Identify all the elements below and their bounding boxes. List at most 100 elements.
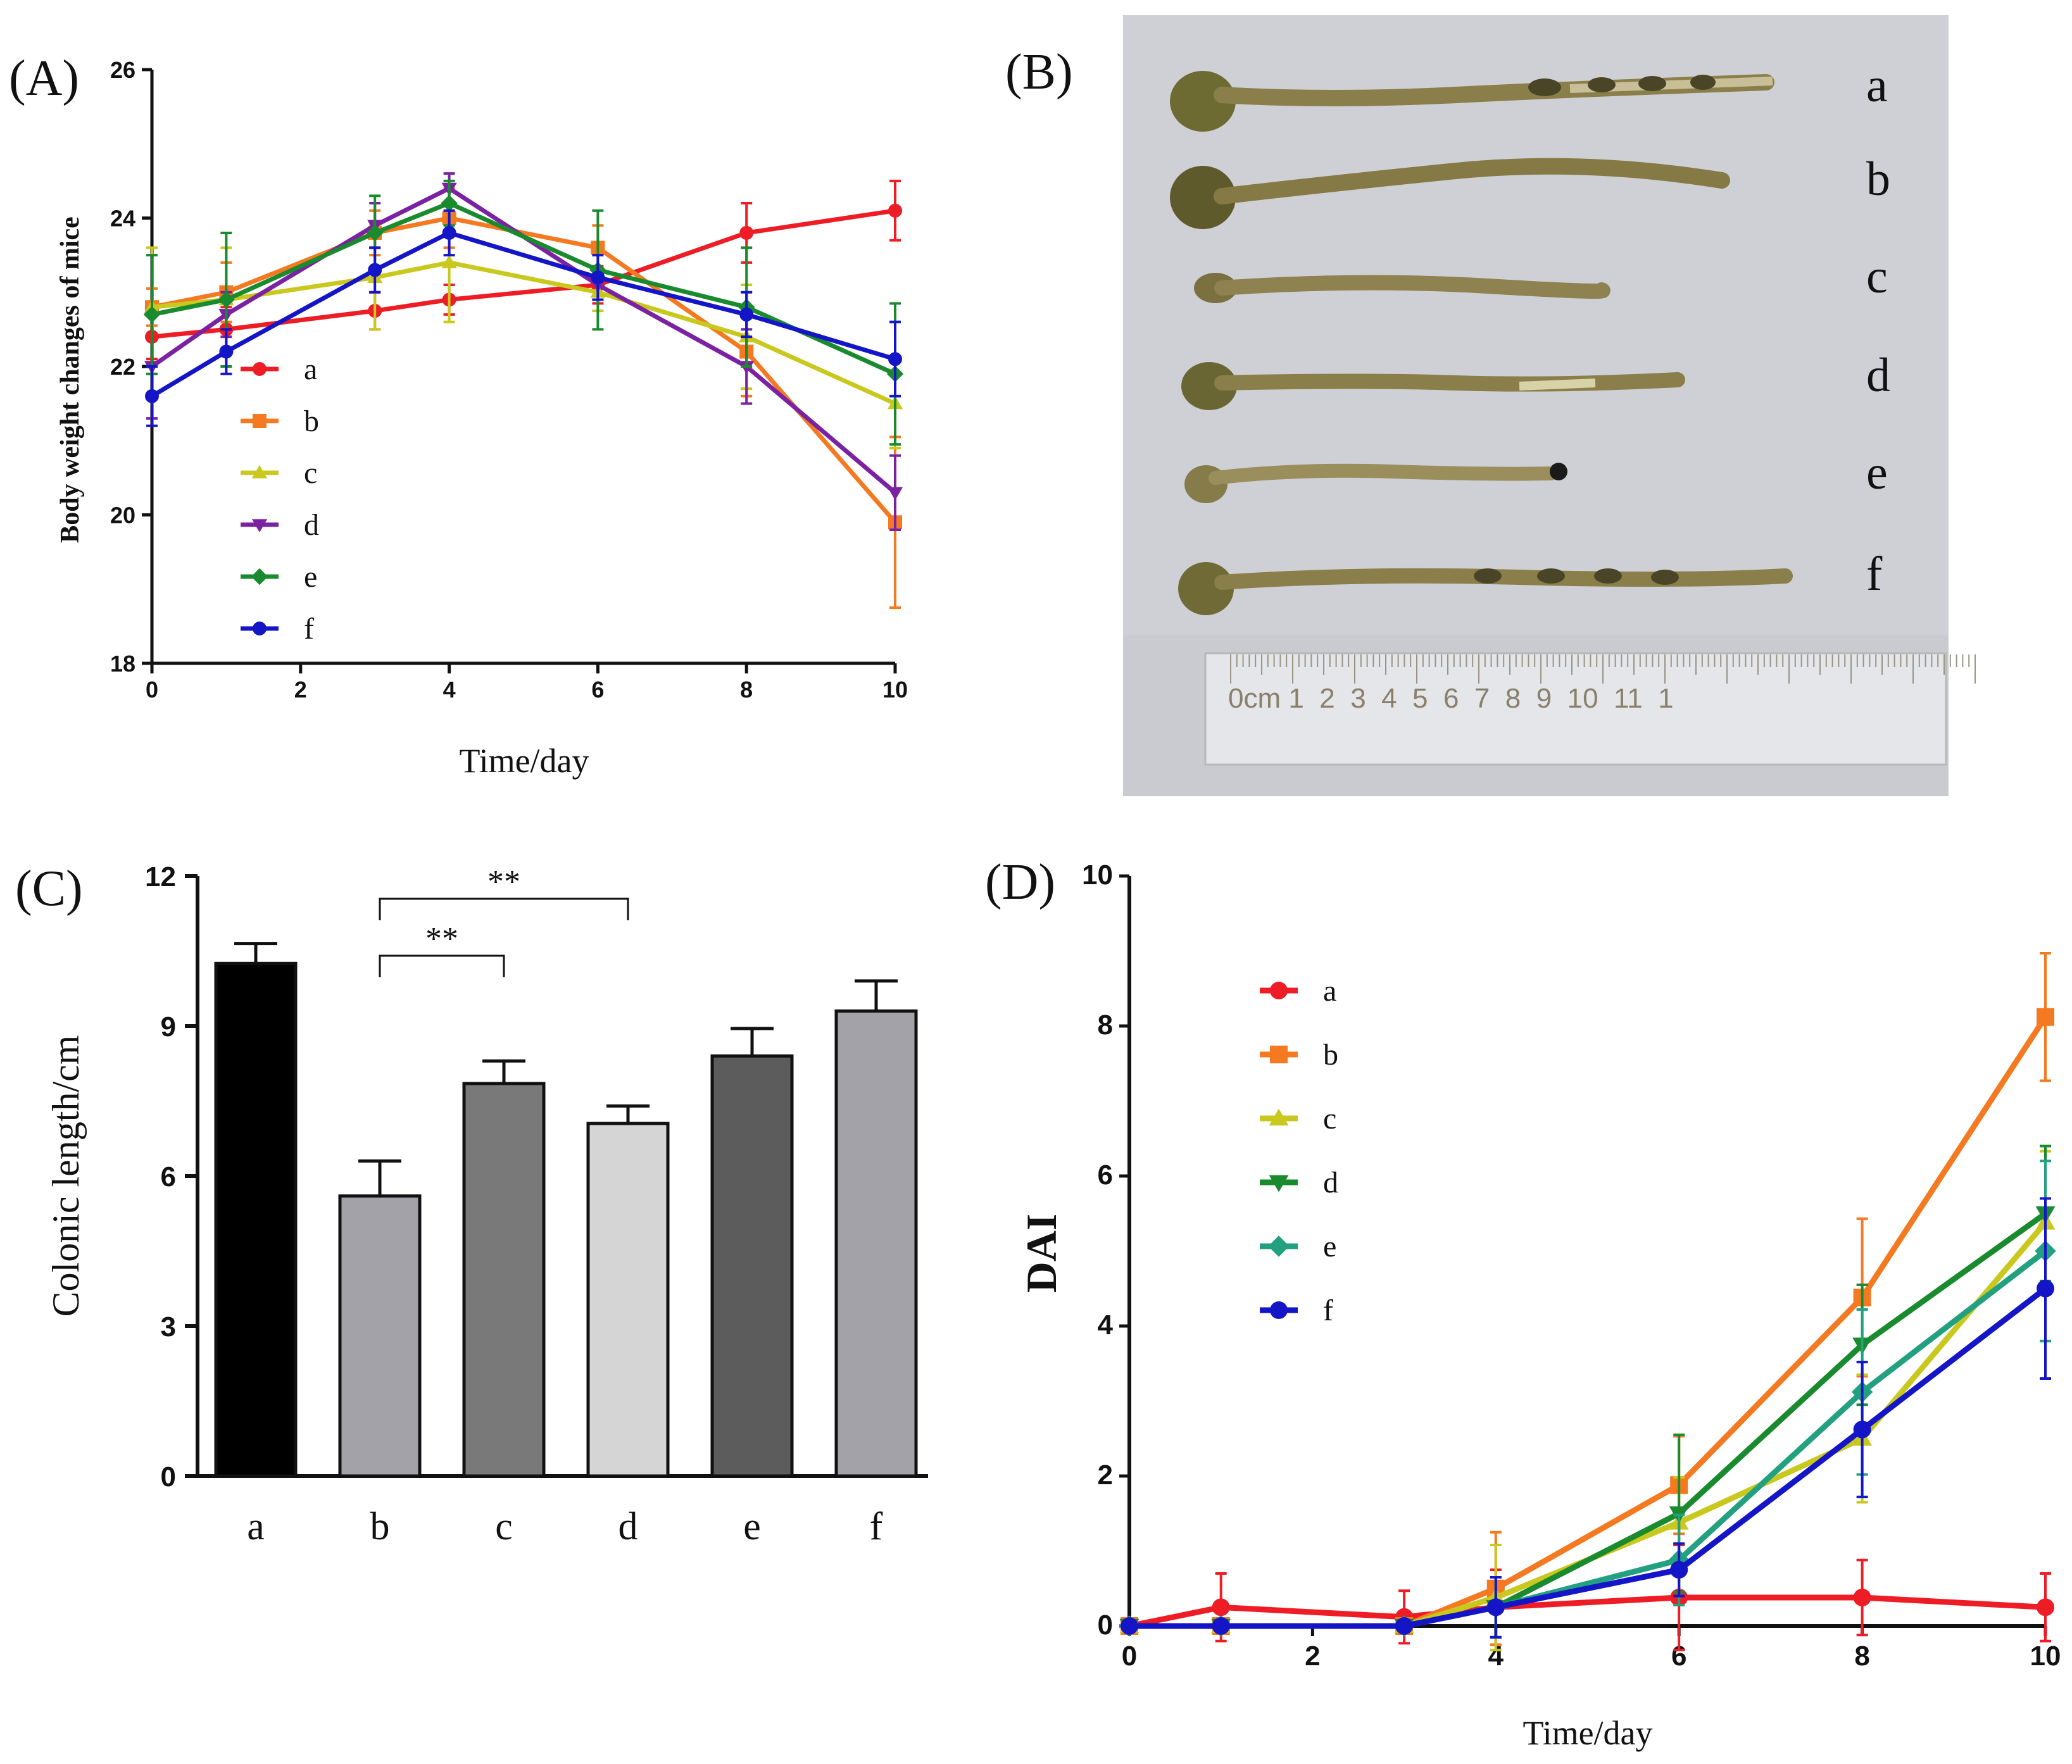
d-legend-item-d: d	[1260, 1166, 1338, 1199]
d-point-f	[2037, 1279, 2054, 1298]
photo-row-label-e: e	[1866, 446, 1888, 499]
a-legend-item-f: f	[241, 612, 314, 646]
a-legend-marker	[251, 465, 268, 479]
a-point-f	[219, 344, 234, 359]
a-x-tick-label: 0	[146, 677, 158, 703]
d-x-axis-label: Time/day	[1523, 1714, 1652, 1752]
d-y-tick-label: 2	[1098, 1460, 1113, 1491]
a-legend-label: c	[304, 456, 317, 490]
d-line-f	[1129, 1286, 2047, 1629]
d-point-a	[1212, 1598, 1230, 1617]
c-bar-a	[214, 961, 298, 1478]
a-y-tick-label: 24	[110, 206, 135, 232]
d-x-tick-label: 8	[1854, 1641, 1869, 1672]
c-bar-b	[338, 1194, 422, 1478]
d-point-f	[1395, 1617, 1414, 1635]
c-bracket-line	[379, 898, 629, 920]
a-legend-label: d	[304, 508, 319, 542]
a-point-e	[367, 224, 384, 242]
panel-label-a: (A)	[9, 51, 79, 106]
d-legend-marker	[1269, 1175, 1289, 1192]
d-legend-label: b	[1323, 1038, 1338, 1072]
a-legend-label: e	[304, 560, 317, 594]
d-legend-item-a: a	[1260, 974, 1336, 1008]
c-y-tick-label: 0	[161, 1461, 176, 1492]
a-point-f	[145, 389, 159, 403]
a-line-d	[150, 186, 897, 494]
ruler	[1204, 652, 1947, 766]
d-point-f	[1486, 1598, 1505, 1617]
d-legend-label: c	[1323, 1102, 1336, 1135]
d-y-tick-label: 10	[1082, 860, 1113, 891]
d-legend-marker	[1270, 1301, 1288, 1319]
photo-row-label-d: d	[1866, 349, 1890, 402]
c-bar-group-a: a	[214, 942, 298, 1548]
a-point-f	[368, 263, 382, 277]
d-legend-marker	[1270, 982, 1288, 999]
d-x-tick-label: 2	[1305, 1641, 1320, 1672]
c-y-tick-label: 12	[145, 861, 176, 892]
d-legend-label: f	[1323, 1294, 1333, 1327]
d-y-tick-label: 0	[1098, 1610, 1113, 1641]
a-y-tick-label: 26	[110, 57, 135, 83]
c-bar-group-c: c	[462, 1059, 546, 1548]
a-legend-marker	[253, 362, 267, 376]
a-legend-item-d: d	[241, 508, 319, 542]
photo-row-label-b: b	[1866, 153, 1890, 206]
d-y-tick-label: 8	[1098, 1010, 1113, 1041]
d-legend-marker	[1270, 1046, 1288, 1063]
a-x-axis-label: Time/day	[459, 742, 589, 780]
colon-f	[1178, 562, 1793, 615]
colon-e	[1184, 463, 1567, 503]
d-series-c	[1119, 1149, 2056, 1651]
d-legend-item-b: b	[1260, 1038, 1338, 1072]
panel-label-d: (D)	[985, 854, 1055, 910]
a-y-tick-label: 18	[110, 651, 135, 677]
d-point-a	[2037, 1598, 2054, 1617]
d-legend-marker	[1269, 1108, 1289, 1126]
photo-background-light	[1123, 15, 1949, 635]
d-point-f	[1853, 1420, 1871, 1439]
a-legend-label: b	[304, 404, 319, 438]
a-legend-item-e: e	[241, 560, 317, 594]
d-legend-label: a	[1323, 974, 1336, 1008]
d-legend-label: d	[1323, 1166, 1338, 1199]
a-legend-item-c: c	[241, 456, 317, 490]
c-x-tick-label: e	[743, 1505, 761, 1548]
d-line-c	[1129, 1220, 2048, 1629]
photo-row-label-a: a	[1866, 59, 1888, 112]
c-significance-bracket: **	[379, 921, 505, 977]
photo-row-label-c: c	[1866, 250, 1888, 303]
c-significance-stars: **	[425, 921, 458, 957]
a-x-tick-label: 8	[740, 677, 753, 703]
c-x-tick-label: c	[495, 1505, 513, 1548]
c-x-tick-label: f	[870, 1505, 883, 1548]
d-legend-label: e	[1323, 1230, 1336, 1263]
a-legend-marker	[251, 568, 268, 585]
a-point-f	[591, 270, 605, 285]
panel-c-chart: 0 3 6 9 12 a b c d e f ** ** Colonic length/cm	[45, 861, 928, 1548]
c-bar-group-d: d	[586, 1104, 670, 1548]
a-x-tick-label: 6	[591, 677, 604, 703]
c-bar-c	[462, 1082, 546, 1478]
a-point-f	[739, 307, 754, 322]
d-legend-item-e: e	[1260, 1230, 1336, 1263]
c-bar-group-f: f	[834, 979, 918, 1548]
a-point-e	[441, 194, 458, 212]
c-significance-stars: **	[487, 864, 520, 900]
c-bar-group-b: b	[338, 1159, 422, 1548]
a-point-d	[887, 487, 903, 501]
a-point-f	[888, 352, 902, 366]
d-legend-marker	[1268, 1235, 1290, 1257]
c-y-tick-label: 3	[161, 1311, 176, 1342]
d-y-axis-label: DAI	[1017, 1214, 1065, 1293]
c-x-tick-label: d	[618, 1505, 638, 1548]
panel-label-c: (C)	[15, 861, 83, 916]
photo-row-label-f: f	[1866, 547, 1883, 601]
a-series-b	[145, 187, 902, 610]
colon-b	[1170, 158, 1730, 229]
d-point-f	[1212, 1617, 1230, 1635]
